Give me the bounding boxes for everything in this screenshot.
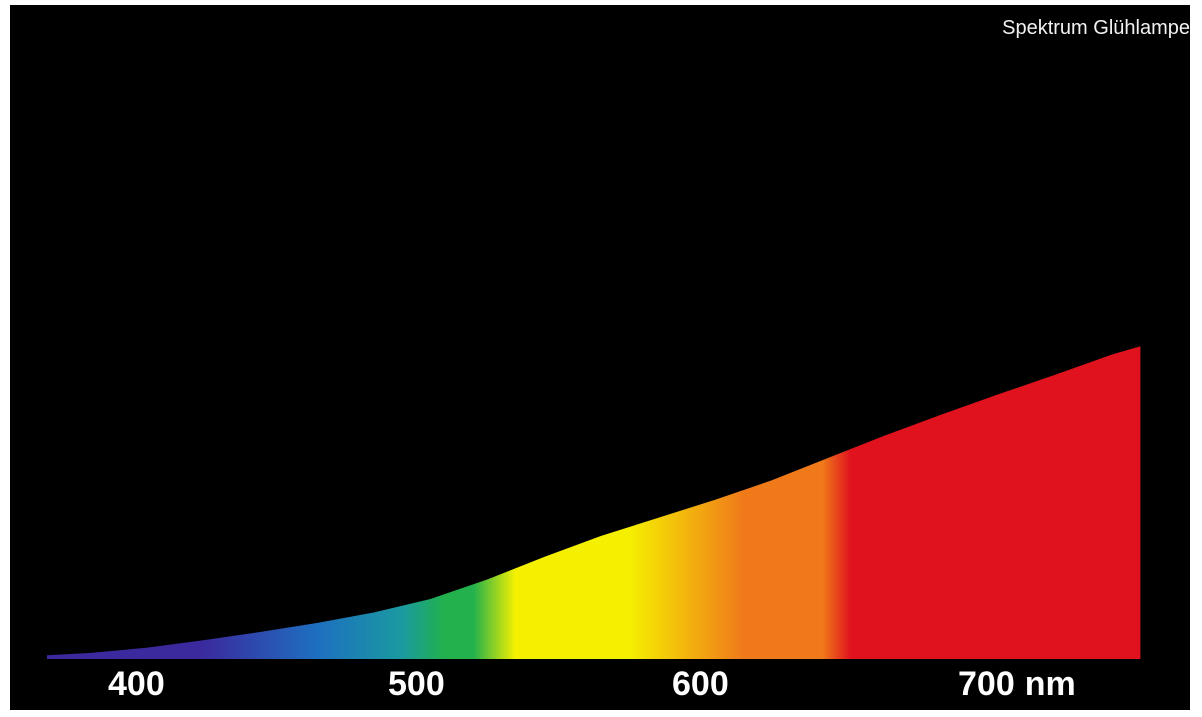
chart-title: Spektrum Glühlampe xyxy=(1002,17,1190,39)
x-tick-value: 400 xyxy=(108,665,165,703)
spectrum-chart xyxy=(47,346,1141,659)
x-tick-value: 500 xyxy=(388,665,445,703)
x-tick-label-600: 600 xyxy=(672,665,729,704)
x-tick-label-400: 400 xyxy=(108,665,165,704)
x-tick-value: 700 xyxy=(958,665,1015,703)
spectrum-area xyxy=(47,346,1141,659)
x-tick-label-500: 500 xyxy=(388,665,445,704)
x-tick-label-700: 700 nm xyxy=(958,665,1076,704)
x-axis-unit: nm xyxy=(1024,665,1076,703)
x-tick-value: 600 xyxy=(672,665,729,703)
